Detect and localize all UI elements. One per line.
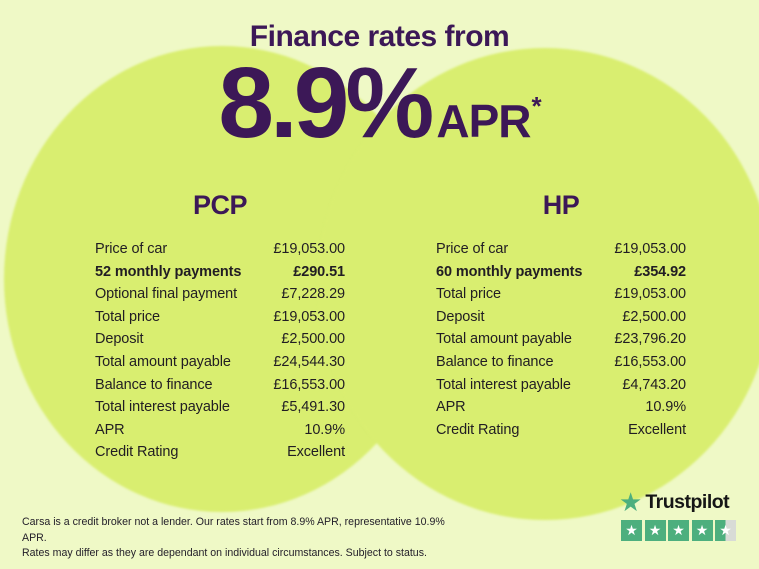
row-label: Total price: [95, 308, 160, 325]
trustpilot-logo: ★ Trustpilot: [619, 489, 744, 515]
finance-row: Total price £19,053.00: [436, 283, 686, 306]
trustpilot-star-icon: ★: [619, 487, 643, 517]
finance-row: Total price £19,053.00: [95, 306, 345, 329]
rate-line: 8.9% APR*: [0, 48, 759, 158]
row-value: Excellent: [628, 421, 686, 438]
finance-row: Balance to finance £16,553.00: [95, 374, 345, 397]
row-label: APR: [436, 399, 466, 416]
finance-row: Balance to finance £16,553.00: [436, 351, 686, 374]
finance-row: 60 monthly payments £354.92: [436, 261, 686, 284]
finance-row: 52 monthly payments £290.51: [95, 261, 345, 284]
row-value: 10.9%: [645, 399, 686, 416]
row-value: 10.9%: [304, 421, 345, 438]
finance-row: Price of car £19,053.00: [95, 238, 345, 261]
row-label: Deposit: [436, 308, 485, 325]
background-circle-right: [317, 48, 759, 520]
row-value: £19,053.00: [614, 286, 686, 303]
row-label: Total price: [436, 286, 501, 303]
rate-value: 8.9%: [218, 47, 434, 159]
headline: Finance rates from: [249, 20, 510, 53]
finance-row: Price of car £19,053.00: [436, 238, 686, 261]
row-label: Credit Rating: [95, 444, 179, 461]
row-value: £4,743.20: [622, 376, 686, 393]
rating-star-icon: ★: [668, 520, 689, 541]
row-label: APR: [95, 421, 125, 438]
finance-row: APR 10.9%: [436, 396, 686, 419]
row-value: £5,491.30: [281, 399, 345, 416]
row-value: £354.92: [634, 263, 686, 280]
row-label: Price of car: [95, 241, 168, 257]
trustpilot-badge: ★ Trustpilot ★ ★ ★ ★ ★: [619, 489, 744, 541]
row-label: Optional final payment: [95, 286, 238, 303]
pcp-table-rows: Price of car £19,053.00 52 monthly payment…: [95, 238, 345, 464]
finance-row: Deposit £2,500.00: [95, 328, 345, 351]
finance-row: Credit Rating Excellent: [436, 419, 686, 442]
row-label: 52 monthly payments: [95, 263, 242, 280]
row-label: Credit Rating: [436, 421, 520, 438]
rating-star-icon: ★: [621, 520, 642, 541]
trustpilot-wordmark: Trustpilot: [645, 490, 730, 513]
row-value: Excellent: [287, 444, 345, 461]
row-value: £2,500.00: [281, 331, 345, 348]
rate-unit-label: APR: [436, 95, 531, 147]
row-label: Total amount payable: [95, 353, 231, 370]
finance-row: Total amount payable £23,796.20: [436, 328, 686, 351]
row-value: £16,553.00: [273, 376, 345, 393]
row-label: Deposit: [95, 331, 144, 348]
row-value: £290.51: [293, 263, 345, 280]
rate-asterisk: *: [531, 91, 541, 121]
row-value: £19,053.00: [273, 241, 345, 257]
hp-table-title: HP: [542, 190, 580, 220]
hp-finance-table: HP Price of car £19,053.00 60 monthly paym…: [436, 190, 686, 441]
trustpilot-rating-stars: ★ ★ ★ ★ ★: [621, 520, 744, 541]
finance-row: Deposit £2,500.00: [436, 306, 686, 329]
row-label: Balance to finance: [95, 376, 213, 393]
finance-row: APR 10.9%: [95, 419, 345, 442]
row-value: £2,500.00: [622, 308, 686, 325]
rating-star-icon: ★: [691, 520, 713, 541]
finance-row: Credit Rating Excellent: [95, 441, 345, 464]
row-label: Balance to finance: [436, 353, 554, 370]
rating-star-icon: ★: [644, 520, 666, 541]
rating-star-icon: ★: [715, 520, 736, 541]
row-label: Total interest payable: [436, 376, 571, 393]
finance-row: Optional final payment £7,228.29: [95, 283, 345, 306]
row-label: 60 monthly payments: [436, 263, 583, 280]
finance-row: Total amount payable £24,544.30: [95, 351, 345, 374]
row-label: Total interest payable: [95, 399, 230, 416]
disclaimer-line-2: Rates may differ as they are dependant o…: [22, 547, 427, 559]
row-value: £24,544.30: [273, 353, 345, 370]
rate-unit: APR*: [436, 91, 541, 148]
finance-row: Total interest payable £4,743.20: [436, 374, 686, 397]
row-value: £16,553.00: [614, 353, 686, 370]
pcp-table-title: PCP: [192, 190, 248, 220]
finance-row: Total interest payable £5,491.30: [95, 396, 345, 419]
pcp-finance-table: PCP Price of car £19,053.00 52 monthly pay…: [95, 190, 345, 464]
row-value: £7,228.29: [281, 286, 345, 303]
row-label: Total amount payable: [436, 331, 572, 348]
row-value: £19,053.00: [273, 308, 345, 325]
row-value: £19,053.00: [614, 241, 686, 257]
hp-table-rows: Price of car £19,053.00 60 monthly payment…: [436, 238, 686, 441]
row-label: Price of car: [436, 241, 509, 257]
row-value: £23,796.20: [614, 331, 686, 348]
legal-disclaimer: Carsa is a credit broker not a lender. O…: [22, 515, 452, 562]
disclaimer-line-1: Carsa is a credit broker not a lender. O…: [22, 516, 445, 544]
